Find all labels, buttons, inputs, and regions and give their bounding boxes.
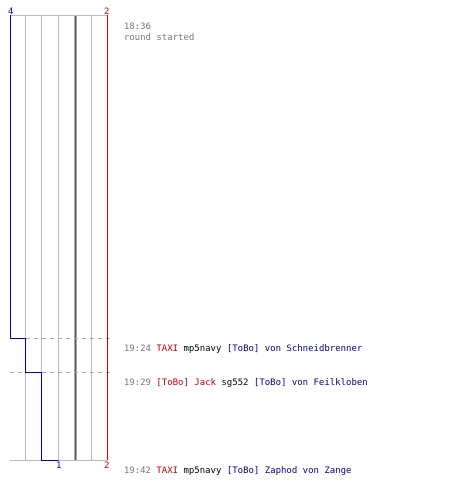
- log-entry-round-start: 18:36 round started: [113, 11, 194, 44]
- weapon-name: sg552: [215, 378, 254, 388]
- victim-name: [ToBo] Zaphod von Zange: [226, 466, 352, 476]
- log-entry-kill: 19:42 TAXI mp5navy [ToBo] Zaphod von Zan…: [113, 455, 352, 477]
- red-end-count: 2: [104, 461, 109, 471]
- blue-end-count: 1: [56, 461, 61, 471]
- killer-name: [ToBo] Jack: [156, 378, 216, 388]
- log-time: 19:42: [123, 466, 151, 476]
- log-time: 19:24: [123, 344, 151, 354]
- killer-name: TAXI: [156, 344, 179, 354]
- log-entry-kill: 19:29 [ToBo] Jack sg552 [ToBo] von Feilk…: [113, 367, 368, 389]
- grid-lanes: [25, 15, 92, 460]
- weapon-name: mp5navy: [178, 466, 227, 476]
- log-entry-kill: 19:24 TAXI mp5navy [ToBo] von Schneidbre…: [113, 333, 362, 355]
- blue-start-count: 4: [8, 7, 13, 17]
- killer-name: TAXI: [156, 466, 179, 476]
- victim-name: [ToBo] von Feilkloben: [253, 378, 368, 388]
- log-time: 19:29: [123, 378, 151, 388]
- victim-name: [ToBo] von Schneidbrenner: [226, 344, 363, 354]
- red-start-count: 2: [104, 7, 109, 17]
- blue-team-line: [10, 15, 59, 461]
- log-time: 18:36: [123, 22, 151, 32]
- weapon-name: mp5navy: [178, 344, 227, 354]
- log-text: round started: [123, 33, 195, 43]
